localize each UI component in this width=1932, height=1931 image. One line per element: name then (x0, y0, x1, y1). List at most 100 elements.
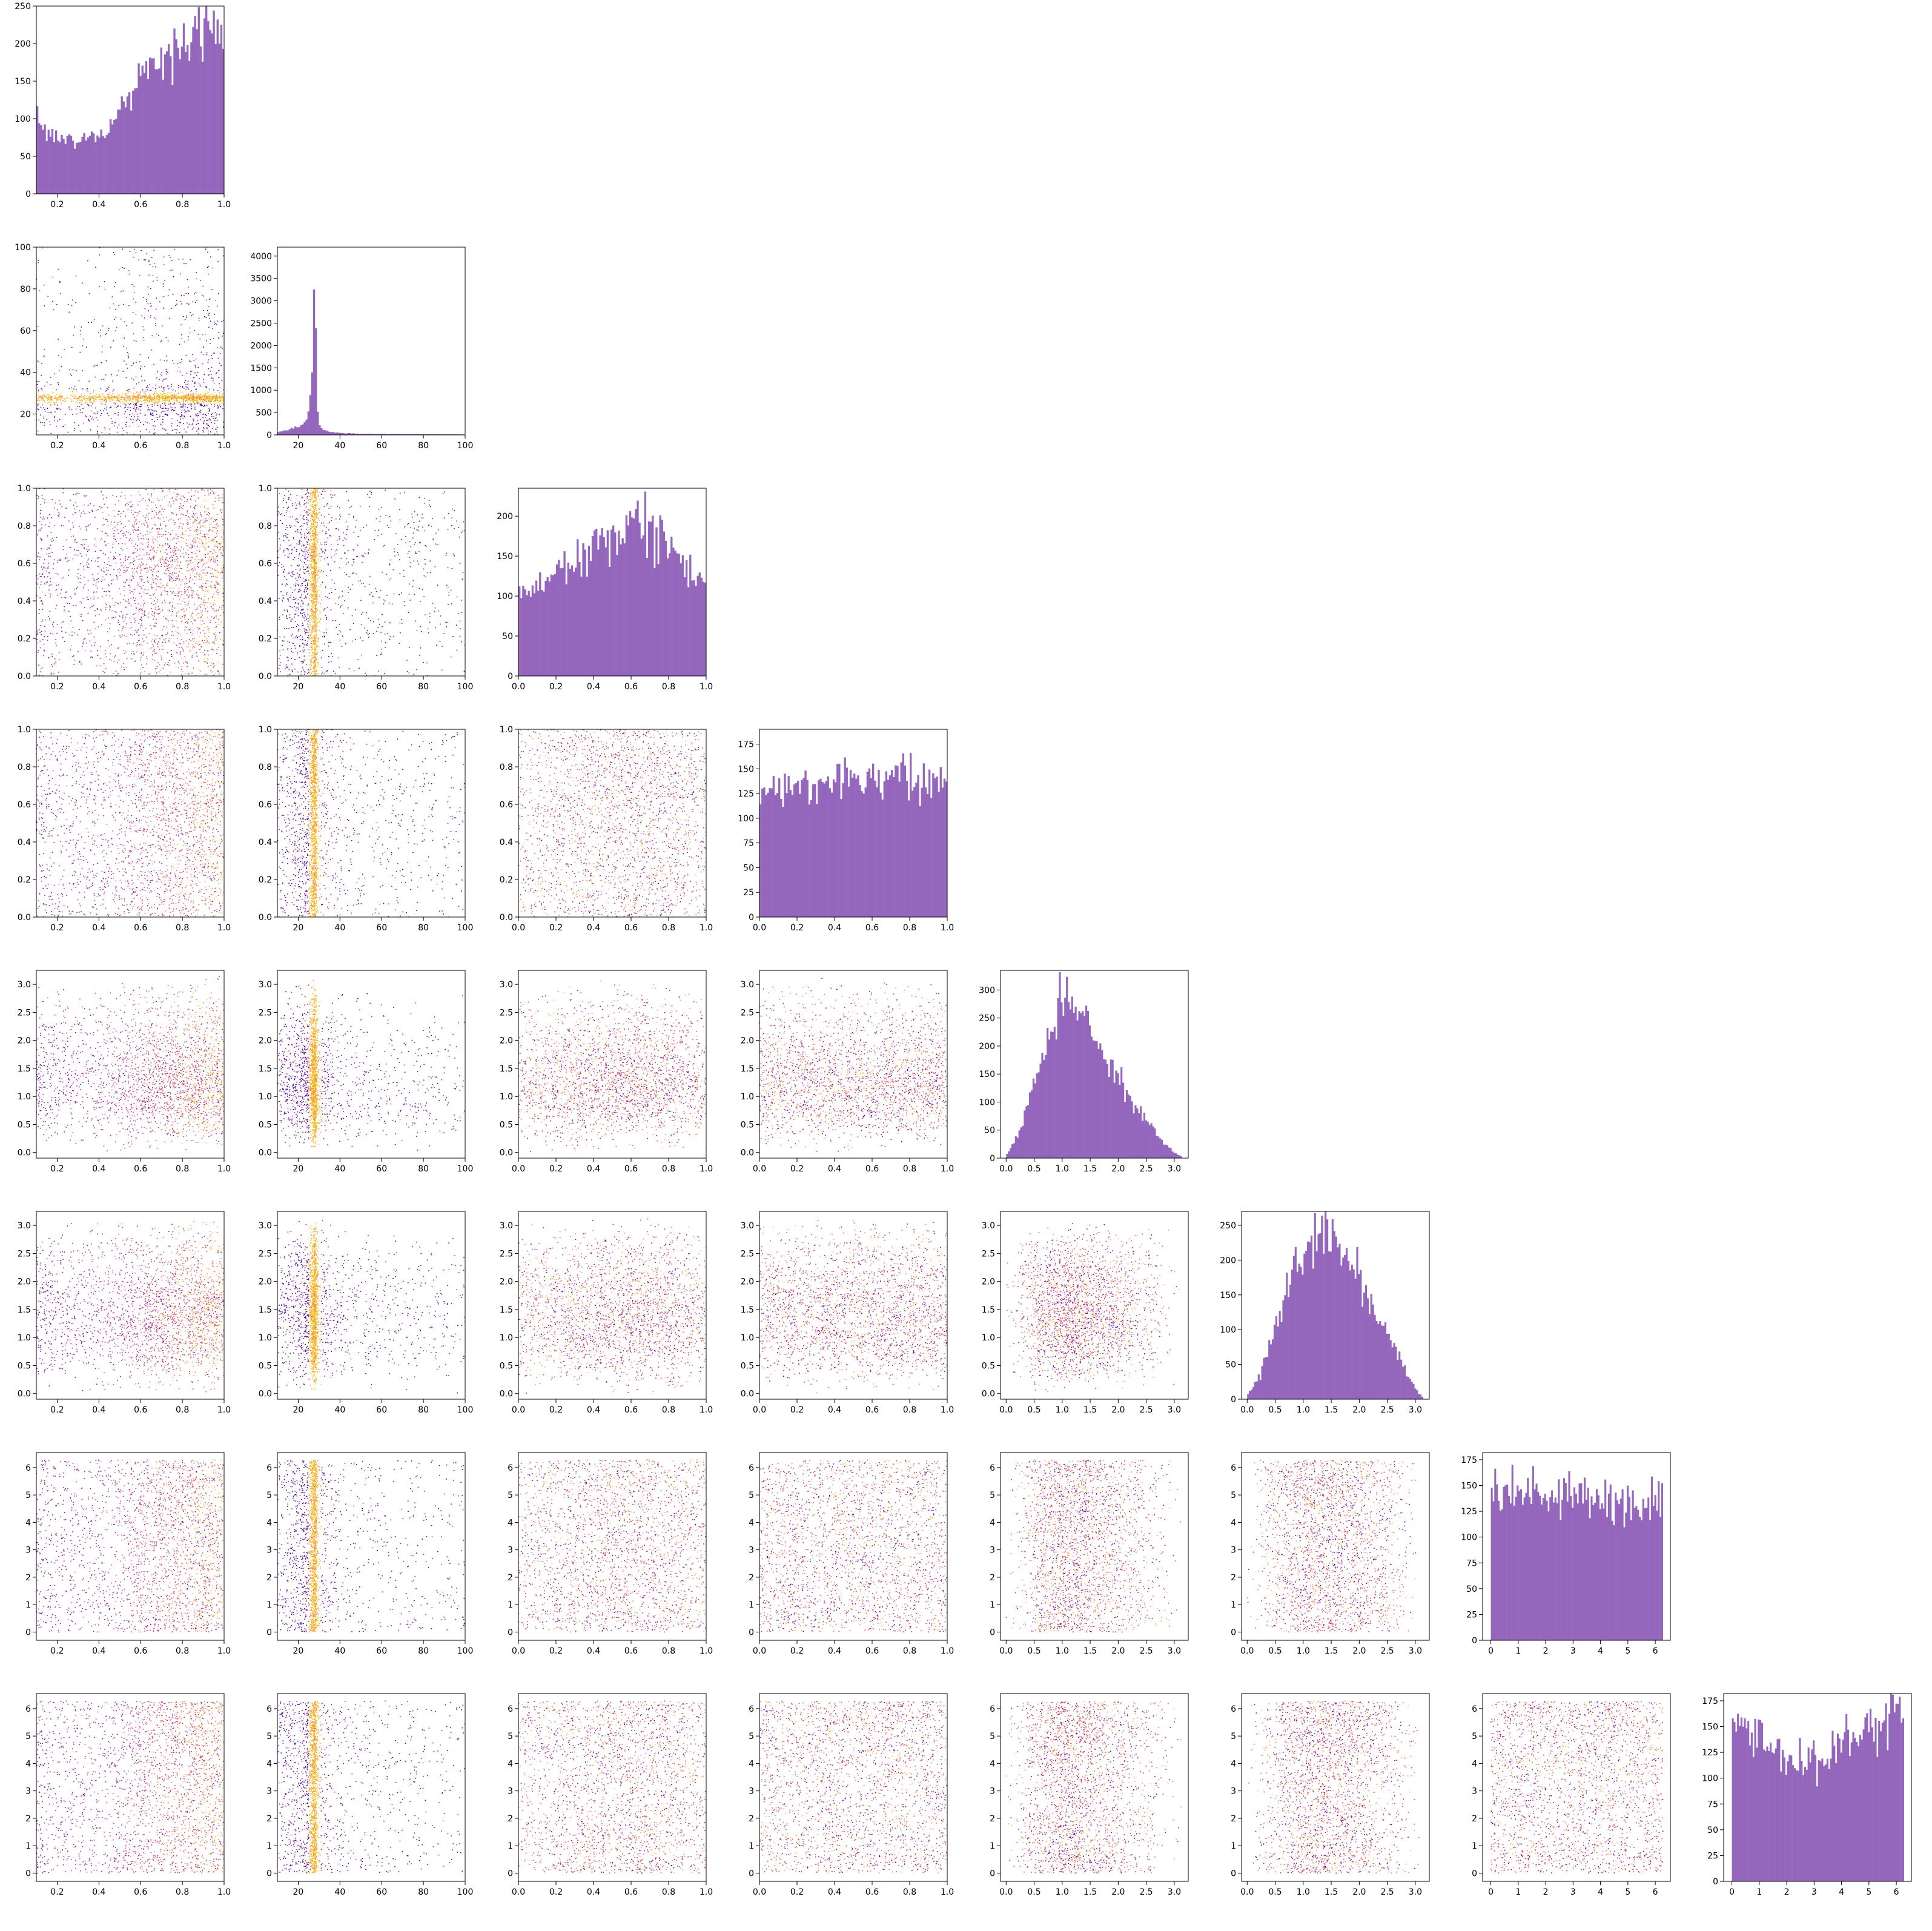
scatter-point (126, 607, 127, 608)
scatter-point (44, 563, 45, 564)
scatter-point (169, 578, 170, 579)
scatter-point (162, 509, 163, 510)
hist-bar (209, 30, 211, 194)
scatter-point (86, 643, 87, 644)
scatter-point (165, 562, 167, 563)
scatter-point (162, 398, 164, 399)
scatter-point (190, 361, 191, 362)
scatter-point (187, 397, 188, 398)
scatter-point (130, 556, 131, 557)
scatter-point (190, 312, 191, 313)
scatter-point (179, 541, 180, 542)
scatter-point (154, 511, 156, 512)
scatter-point (126, 537, 127, 538)
scatter-point (68, 560, 70, 561)
scatter-point (153, 250, 154, 251)
scatter-point (162, 396, 164, 397)
scatter-point (50, 395, 51, 396)
scatter-point (139, 593, 141, 594)
scatter-point (178, 611, 179, 612)
scatter-point (128, 585, 130, 586)
scatter-point (154, 551, 155, 552)
scatter-point (104, 591, 105, 592)
scatter-point (222, 401, 223, 402)
scatter-point (171, 392, 172, 393)
scatter-point (217, 406, 219, 408)
scatter-point (208, 419, 210, 420)
scatter-point (47, 581, 48, 583)
scatter-point (141, 620, 142, 621)
scatter-point (186, 386, 187, 388)
scatter-point (220, 549, 221, 551)
scatter-point (188, 528, 189, 529)
scatter-point (58, 585, 59, 586)
scatter-point (182, 375, 183, 376)
scatter-point (121, 637, 122, 638)
scatter-point (169, 660, 170, 661)
scatter-point (42, 518, 43, 520)
scatter-point (165, 574, 167, 575)
scatter-point (188, 287, 189, 288)
scatter-point (162, 380, 164, 382)
scatter-point (218, 647, 219, 648)
scatter-point (220, 572, 222, 573)
scatter-point (54, 373, 55, 374)
scatter-point (217, 565, 219, 566)
scatter-point (208, 553, 209, 554)
scatter-point (217, 671, 219, 672)
scatter-point (208, 508, 209, 509)
scatter-point (192, 526, 193, 527)
scatter-point (223, 644, 224, 646)
scatter-point (184, 641, 185, 643)
scatter-point (222, 393, 223, 394)
scatter-point (167, 378, 168, 379)
scatter-point (200, 586, 202, 588)
scatter-point (203, 522, 205, 523)
scatter-point (140, 567, 141, 568)
scatter-point (91, 397, 93, 399)
scatter-point (196, 279, 197, 280)
scatter-point (184, 556, 185, 557)
scatter-point (203, 346, 204, 348)
scatter-point (78, 398, 79, 399)
scatter-point (154, 660, 156, 661)
scatter-point (160, 587, 162, 588)
scatter-point (154, 392, 155, 393)
scatter-point (105, 429, 106, 430)
scatter-point (179, 571, 180, 572)
scatter-point (119, 401, 120, 402)
scatter-point (119, 635, 121, 637)
scatter-point (48, 585, 50, 586)
scatter-point (87, 389, 88, 391)
scatter-point (177, 420, 178, 422)
scatter-point (142, 610, 143, 611)
scatter-point (217, 498, 219, 499)
scatter-point (74, 660, 76, 661)
scatter-point (56, 633, 58, 634)
scatter-point (133, 643, 134, 644)
scatter-point (134, 613, 136, 614)
scatter-point (199, 574, 200, 575)
scatter-point (107, 398, 108, 399)
scatter-point (136, 518, 137, 520)
scatter-point (217, 320, 219, 322)
scatter-point (222, 348, 223, 349)
scatter-point (181, 658, 182, 659)
scatter-point (62, 401, 64, 402)
scatter-point (82, 643, 84, 644)
scatter-point (190, 649, 191, 651)
scatter-point (197, 527, 198, 528)
scatter-point (185, 534, 186, 535)
scatter-point (87, 549, 88, 551)
scatter-point (162, 408, 164, 409)
scatter-point (148, 613, 150, 614)
scatter-point (187, 402, 188, 403)
scatter-point (189, 571, 190, 572)
hist-bar (293, 429, 294, 435)
scatter-point (51, 664, 52, 665)
scatter-point (193, 522, 194, 523)
scatter-point (216, 611, 217, 612)
scatter-point (212, 491, 213, 492)
scatter-point (164, 429, 165, 430)
scatter-point (216, 400, 217, 401)
